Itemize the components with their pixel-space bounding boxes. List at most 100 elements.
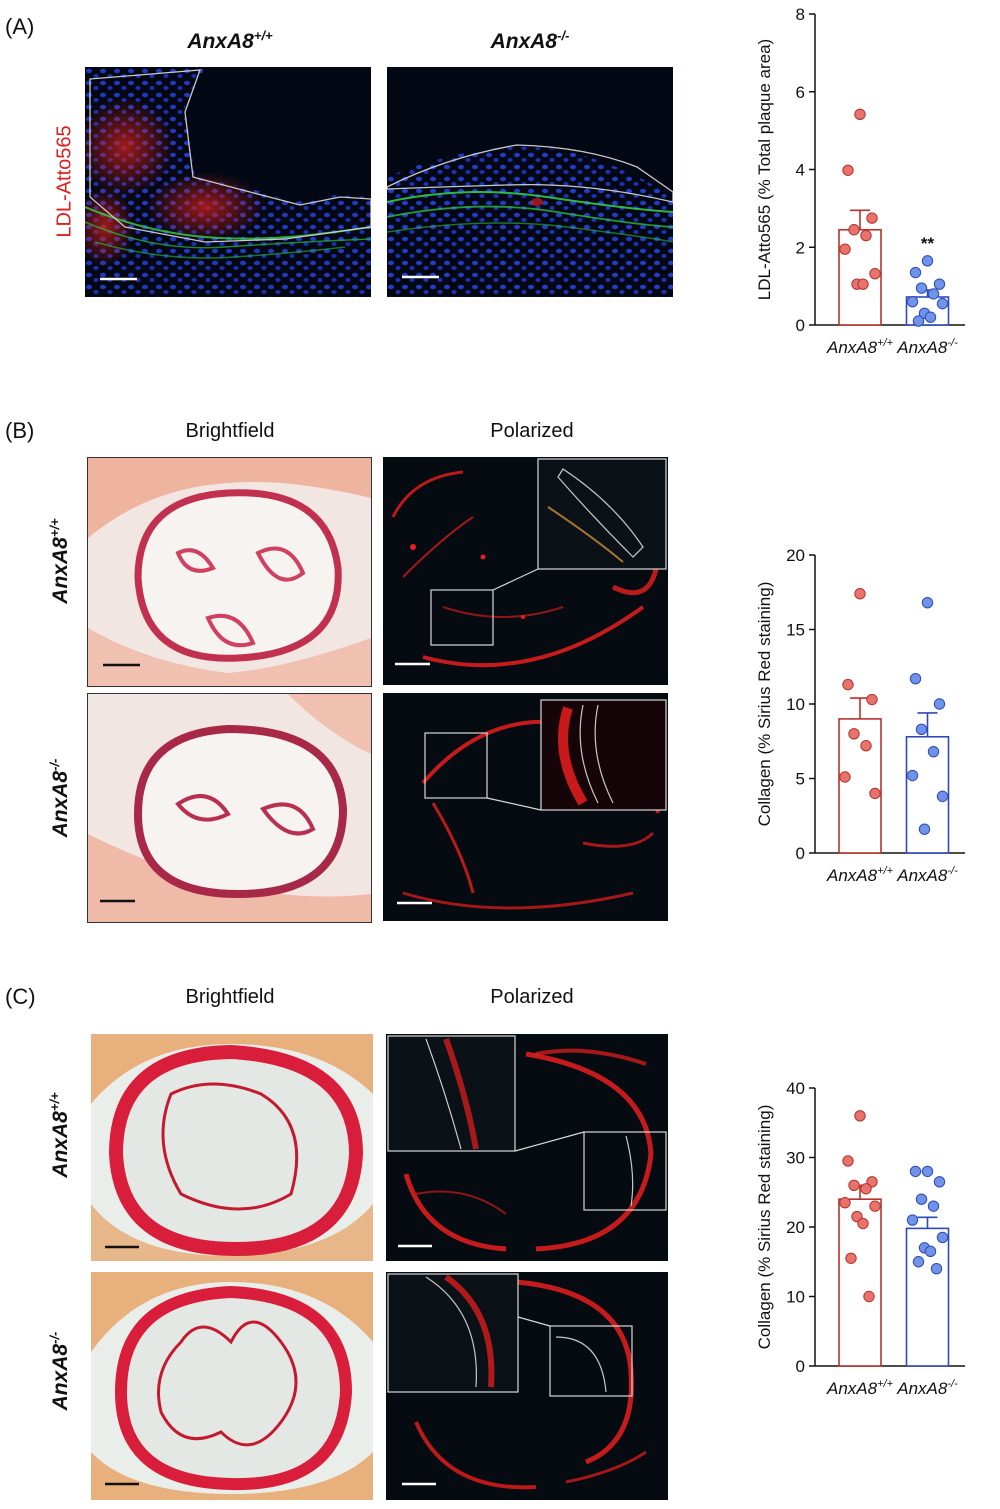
chart-svg: 0 10 20 30 40 Collagen (% Sirius Red staining… bbox=[755, 1079, 965, 1398]
chart-b: 0 5 10 15 20 Collagen (% Sirius Red staining)… bbox=[740, 535, 980, 895]
y-tick-label: 4 bbox=[796, 161, 805, 180]
data-point bbox=[869, 267, 881, 280]
data-point bbox=[906, 1214, 919, 1226]
x-category-label: AnxA8-/- bbox=[896, 865, 958, 885]
y-tick-label: 0 bbox=[796, 1357, 805, 1376]
data-point bbox=[924, 1245, 937, 1258]
x-category-label-sup: -/- bbox=[947, 865, 958, 877]
panel-b-letter: (B) bbox=[5, 418, 35, 443]
data-point bbox=[860, 229, 872, 242]
data-point bbox=[842, 1155, 854, 1167]
data-point bbox=[857, 278, 869, 290]
panel-a-stain-label: LDL-Atto565 bbox=[53, 125, 76, 238]
chart-c: 0 10 20 30 40 Collagen (% Sirius Red staining… bbox=[740, 1068, 980, 1428]
data-point bbox=[912, 1256, 925, 1268]
panel-b-row-ko: AnxA8-/- bbox=[47, 758, 72, 838]
data-point bbox=[915, 282, 928, 294]
y-tick-label: 8 bbox=[796, 5, 805, 24]
data-point bbox=[909, 672, 922, 685]
brightfield-image-wt-c bbox=[91, 1034, 373, 1261]
y-tick-label: 0 bbox=[796, 844, 805, 863]
significance-annotation: ** bbox=[921, 234, 935, 253]
data-point bbox=[839, 1196, 851, 1209]
x-category-label-base: AnxA8 bbox=[896, 338, 948, 357]
data-point bbox=[839, 243, 851, 255]
data-point bbox=[906, 295, 919, 308]
data-point bbox=[854, 1110, 866, 1122]
data-point bbox=[866, 212, 878, 224]
data-point bbox=[848, 1179, 860, 1192]
panel-a-header-wt: AnxA8+/+ bbox=[187, 28, 273, 53]
panel-c-row-ko: AnxA8-/- bbox=[47, 1331, 72, 1411]
panel-c-letter: (C) bbox=[5, 984, 36, 1009]
data-point bbox=[930, 1263, 943, 1275]
data-point bbox=[906, 769, 919, 782]
data-point bbox=[936, 790, 949, 803]
data-point bbox=[854, 588, 866, 600]
x-category-label-base: AnxA8 bbox=[826, 866, 878, 885]
x-category-label-base: AnxA8 bbox=[896, 866, 948, 885]
x-category-label: AnxA8+/+ bbox=[826, 865, 894, 885]
data-point bbox=[869, 787, 881, 800]
y-tick-label: 20 bbox=[786, 546, 805, 565]
data-point bbox=[854, 108, 866, 120]
x-category-label-base: AnxA8 bbox=[826, 1379, 878, 1398]
data-point bbox=[927, 288, 940, 300]
data-point bbox=[933, 698, 946, 710]
data-point bbox=[909, 1165, 922, 1178]
panel-c-header-brightfield: Brightfield bbox=[185, 986, 275, 1008]
fluorescence-image-ko bbox=[387, 67, 673, 297]
panel-c-row-wt: AnxA8+/+ bbox=[47, 1092, 72, 1178]
chart-svg: 0 2 4 6 8 LDL-Atto565 (% Total plaque area) An… bbox=[755, 5, 965, 357]
y-axis-title: Collagen (% Sirius Red staining) bbox=[755, 1105, 774, 1350]
y-tick-label: 30 bbox=[786, 1149, 805, 1168]
data-point bbox=[860, 740, 872, 752]
x-category-label: AnxA8-/- bbox=[896, 1378, 958, 1398]
data-point bbox=[921, 255, 934, 267]
brightfield-image-ko-b bbox=[87, 693, 372, 923]
y-tick-label: 0 bbox=[796, 316, 805, 335]
y-axis-title: LDL-Atto565 (% Total plaque area) bbox=[755, 39, 774, 300]
data-point bbox=[915, 723, 928, 736]
data-point bbox=[918, 823, 931, 835]
y-tick-label: 15 bbox=[786, 621, 805, 640]
y-tick-label: 6 bbox=[796, 83, 805, 102]
data-point bbox=[912, 315, 925, 327]
data-point bbox=[866, 693, 878, 706]
y-tick-label: 10 bbox=[786, 695, 805, 714]
y-tick-label: 10 bbox=[786, 1288, 805, 1307]
data-point bbox=[909, 266, 922, 279]
data-point bbox=[936, 297, 949, 310]
y-tick-label: 20 bbox=[786, 1218, 805, 1237]
y-axis-title: Collagen (% Sirius Red staining) bbox=[755, 582, 774, 827]
x-category-label-sup: +/+ bbox=[877, 337, 893, 349]
x-category-label: AnxA8+/+ bbox=[826, 1378, 894, 1398]
x-category-label-sup: +/+ bbox=[877, 865, 893, 877]
y-tick-label: 40 bbox=[786, 1079, 805, 1098]
data-point bbox=[845, 1252, 857, 1264]
data-point bbox=[915, 1193, 928, 1205]
x-category-label: AnxA8+/+ bbox=[826, 337, 894, 357]
data-point bbox=[933, 278, 946, 290]
data-point bbox=[936, 1231, 949, 1244]
data-point bbox=[857, 1217, 869, 1230]
data-point bbox=[927, 1200, 940, 1212]
panel-c-header-polarized: Polarized bbox=[490, 986, 574, 1008]
polarized-image-wt-c bbox=[386, 1034, 668, 1261]
panel-b-header-polarized: Polarized bbox=[490, 420, 574, 442]
polarized-image-wt bbox=[383, 457, 668, 685]
x-category-label-base: AnxA8 bbox=[896, 1379, 948, 1398]
brightfield-image-wt bbox=[87, 457, 372, 687]
data-point bbox=[839, 771, 851, 783]
x-category-label: AnxA8-/- bbox=[896, 337, 958, 357]
data-point bbox=[848, 728, 860, 740]
brightfield-image-ko-c bbox=[91, 1272, 373, 1500]
fluorescence-image-wt bbox=[85, 67, 371, 297]
x-category-label-sup: -/- bbox=[947, 337, 958, 349]
chart-svg: 0 5 10 15 20 Collagen (% Sirius Red staining)… bbox=[755, 546, 965, 885]
data-point bbox=[863, 1290, 875, 1303]
x-category-label-sup: -/- bbox=[947, 1378, 958, 1390]
data-point bbox=[869, 1200, 881, 1212]
x-category-label-base: AnxA8 bbox=[826, 338, 878, 357]
data-point bbox=[933, 1176, 946, 1188]
